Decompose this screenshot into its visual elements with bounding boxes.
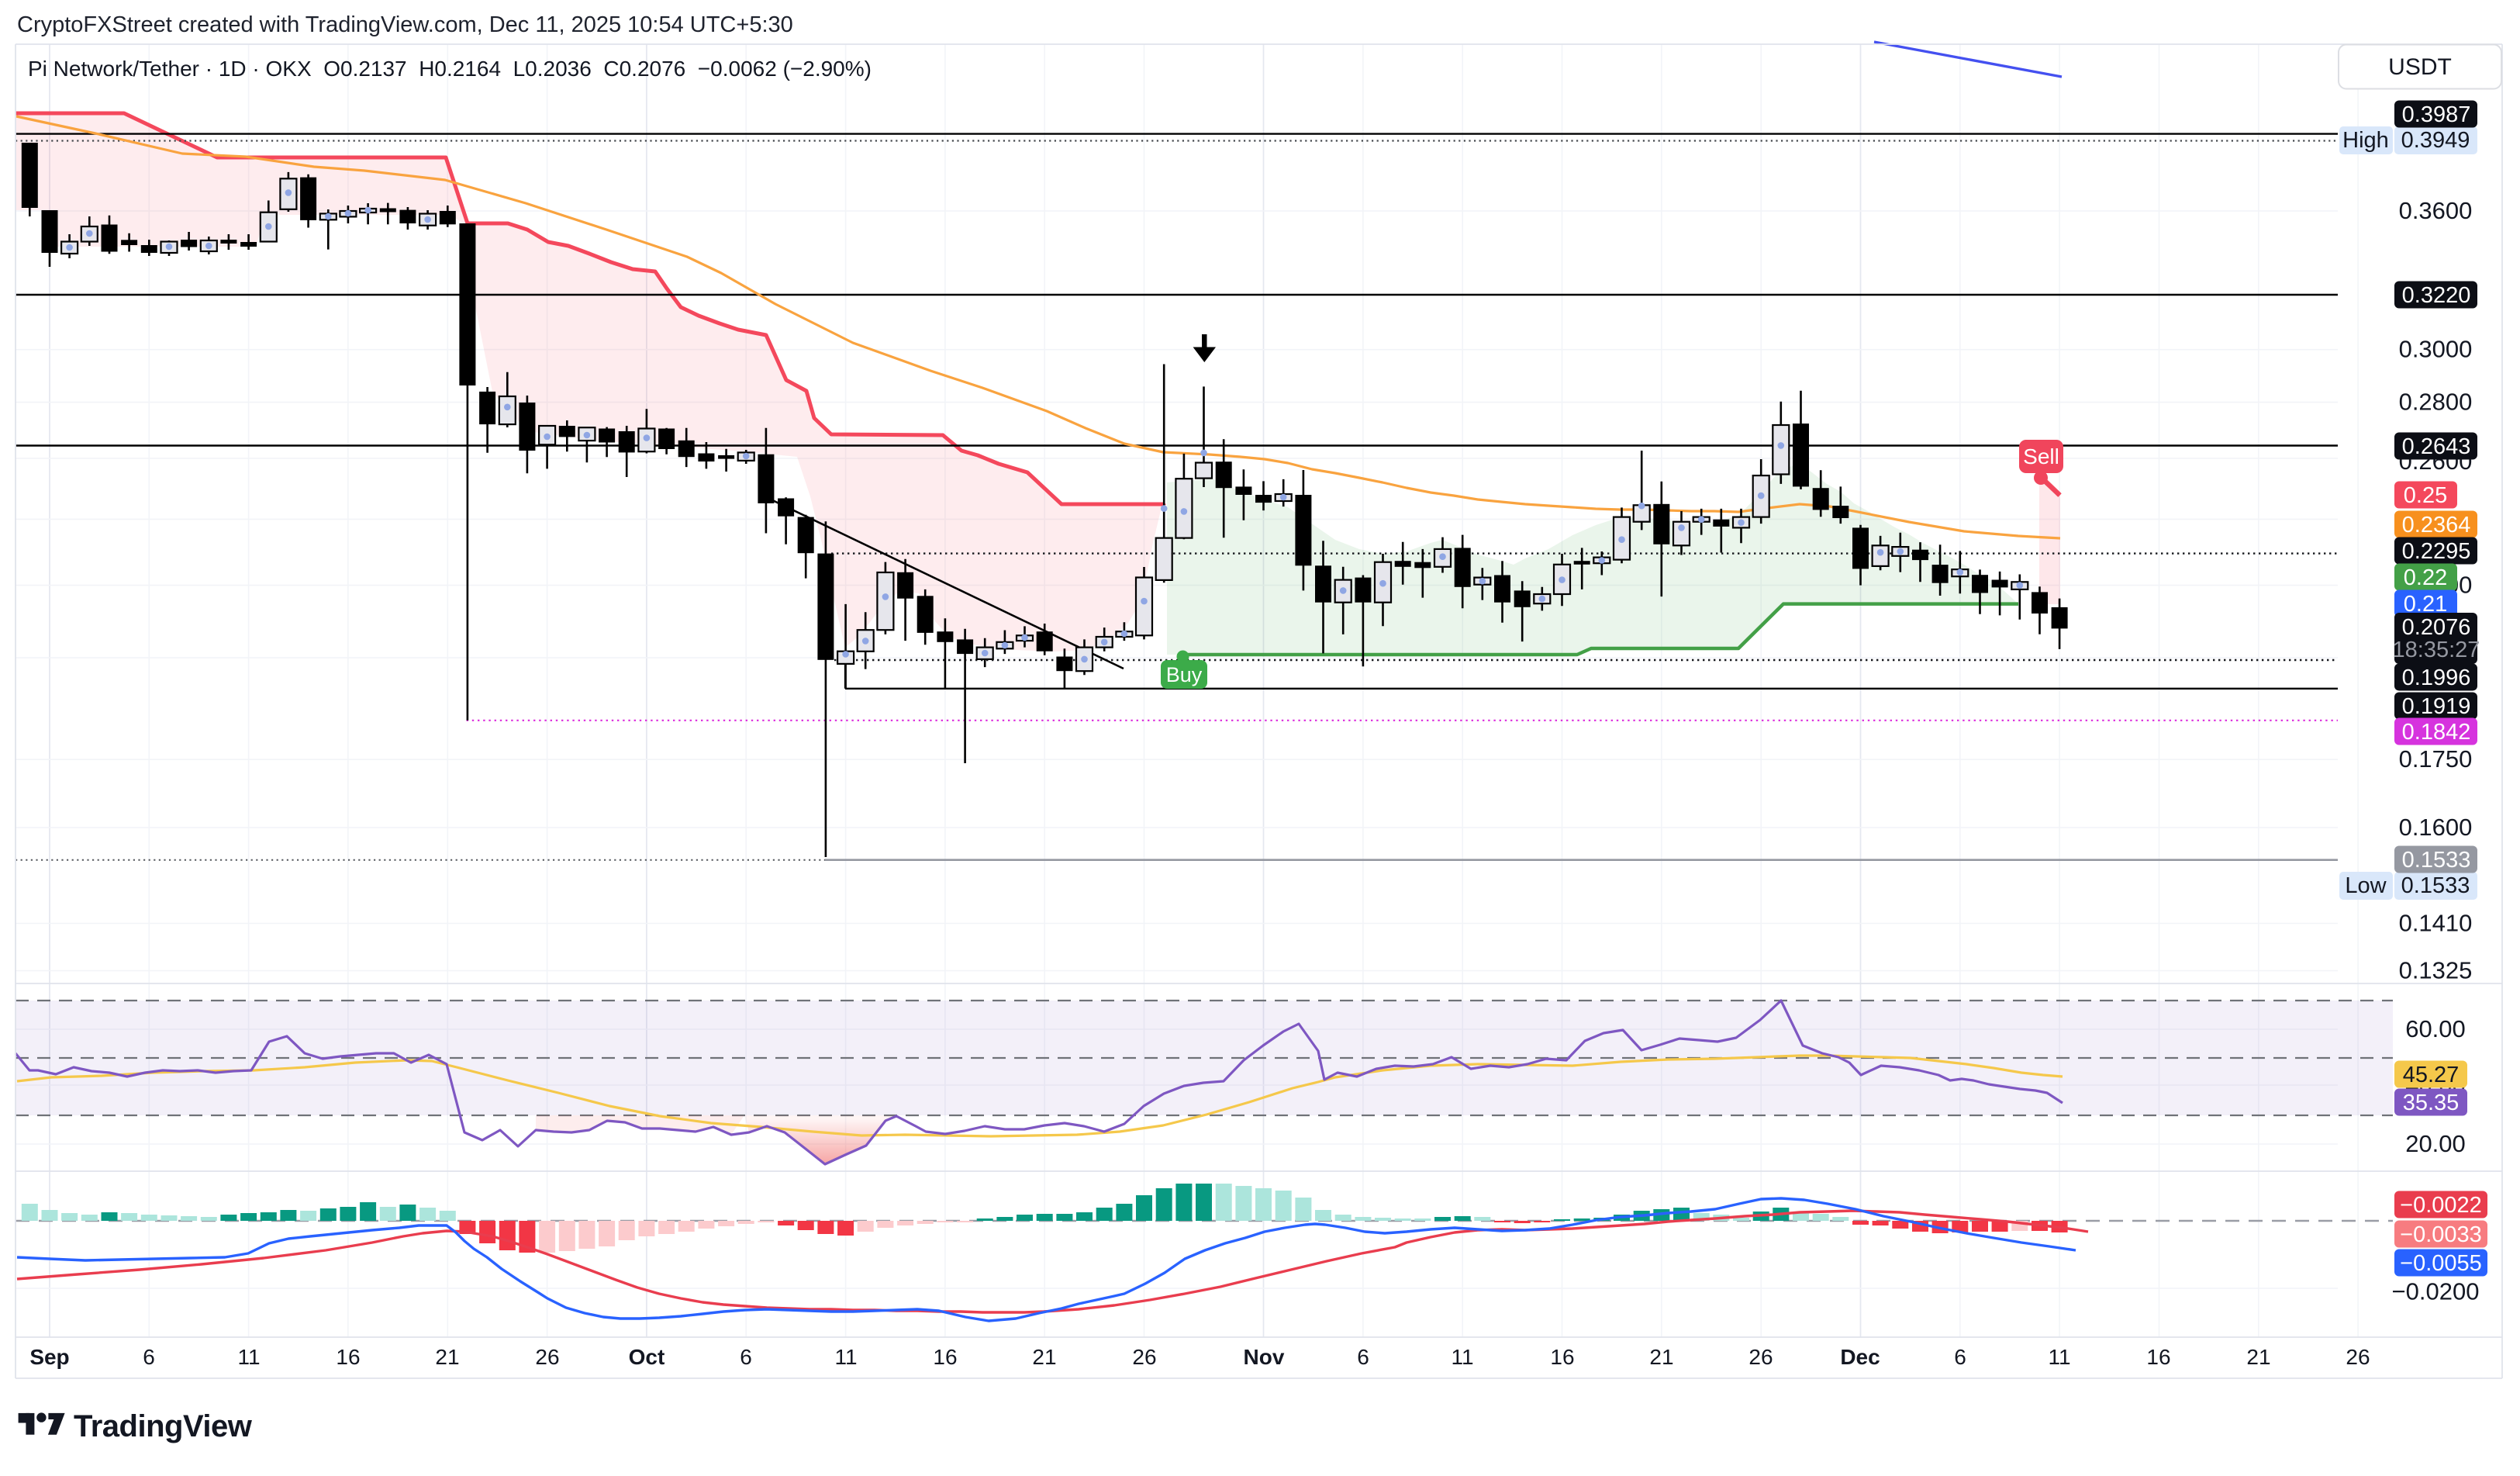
svg-text:26: 26 [535,1345,559,1369]
svg-text:11: 11 [237,1345,260,1369]
svg-text:Dec: Dec [1840,1345,1880,1369]
svg-text:26: 26 [1748,1345,1773,1369]
svg-text:0.1410: 0.1410 [2399,910,2473,937]
svg-text:0.3949: 0.3949 [2401,128,2470,153]
svg-text:0.1325: 0.1325 [2399,957,2473,984]
svg-text:Nov: Nov [1244,1345,1285,1369]
svg-text:6: 6 [1954,1345,1966,1369]
svg-text:11: 11 [834,1345,857,1369]
svg-text:0.22: 0.22 [2404,565,2447,590]
svg-text:0.2800: 0.2800 [2399,389,2473,416]
svg-text:26: 26 [2346,1345,2370,1369]
svg-text:16: 16 [933,1345,957,1369]
svg-text:35.35: 35.35 [2403,1091,2460,1115]
svg-text:0.3000: 0.3000 [2399,336,2473,363]
svg-text:11: 11 [1451,1345,1473,1369]
svg-text:20.00: 20.00 [2405,1130,2466,1157]
svg-text:Buy: Buy [1166,663,1203,686]
svg-text:0.3220: 0.3220 [2402,283,2471,308]
svg-text:16: 16 [1550,1345,1574,1369]
svg-text:Low: Low [2345,873,2387,898]
svg-text:Sep: Sep [29,1345,69,1369]
svg-text:High: High [2342,128,2389,153]
svg-text:0.2295: 0.2295 [2402,539,2471,564]
svg-text:21: 21 [435,1345,459,1369]
svg-text:60.00: 60.00 [2405,1015,2466,1042]
svg-text:Pi Network/Tether · 1D · OKX: Pi Network/Tether · 1D · OKX O0.2137 H0.… [28,57,872,81]
svg-text:6: 6 [1357,1345,1369,1369]
svg-text:0.21: 0.21 [2404,592,2447,617]
svg-text:−0.0033: −0.0033 [2400,1222,2482,1247]
svg-text:0.1533: 0.1533 [2401,873,2470,898]
svg-text:0.3987: 0.3987 [2402,102,2471,127]
svg-text:16: 16 [336,1345,360,1369]
svg-text:21: 21 [1032,1345,1056,1369]
svg-text:0.3600: 0.3600 [2399,197,2473,224]
svg-text:45.27: 45.27 [2403,1063,2460,1087]
svg-text:6: 6 [740,1345,752,1369]
svg-text:16: 16 [2146,1345,2170,1369]
svg-text:0.1533: 0.1533 [2402,848,2471,873]
svg-text:6: 6 [143,1345,155,1369]
svg-text:21: 21 [1649,1345,1673,1369]
svg-text:18:35:27: 18:35:27 [2393,638,2480,662]
svg-text:0.2076: 0.2076 [2402,615,2471,640]
svg-text:Oct: Oct [629,1345,665,1369]
svg-text:21: 21 [2246,1345,2270,1369]
svg-text:0.1842: 0.1842 [2402,720,2471,745]
svg-text:0.1996: 0.1996 [2402,665,2471,690]
svg-text:CryptoFXStreet created with Tr: CryptoFXStreet created with TradingView.… [17,12,793,37]
svg-text:0.1919: 0.1919 [2402,694,2471,719]
svg-text:26: 26 [1132,1345,1156,1369]
svg-text:0.2643: 0.2643 [2402,434,2471,459]
svg-text:0.1600: 0.1600 [2399,814,2473,841]
svg-text:0.1750: 0.1750 [2399,745,2473,773]
svg-text:TradingView: TradingView [74,1409,253,1443]
svg-text:0.2364: 0.2364 [2402,513,2471,538]
svg-text:Sell: Sell [2023,444,2059,468]
svg-text:USDT: USDT [2388,54,2452,80]
svg-text:11: 11 [2048,1345,2070,1369]
svg-text:0.25: 0.25 [2404,483,2447,508]
svg-text:−0.0022: −0.0022 [2400,1193,2482,1218]
svg-text:−0.0055: −0.0055 [2400,1251,2482,1276]
svg-text:−0.0200: −0.0200 [2392,1278,2480,1305]
